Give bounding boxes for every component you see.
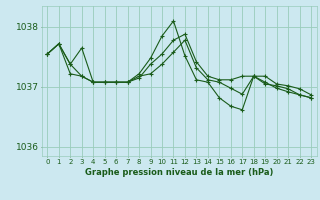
X-axis label: Graphe pression niveau de la mer (hPa): Graphe pression niveau de la mer (hPa) <box>85 168 273 177</box>
